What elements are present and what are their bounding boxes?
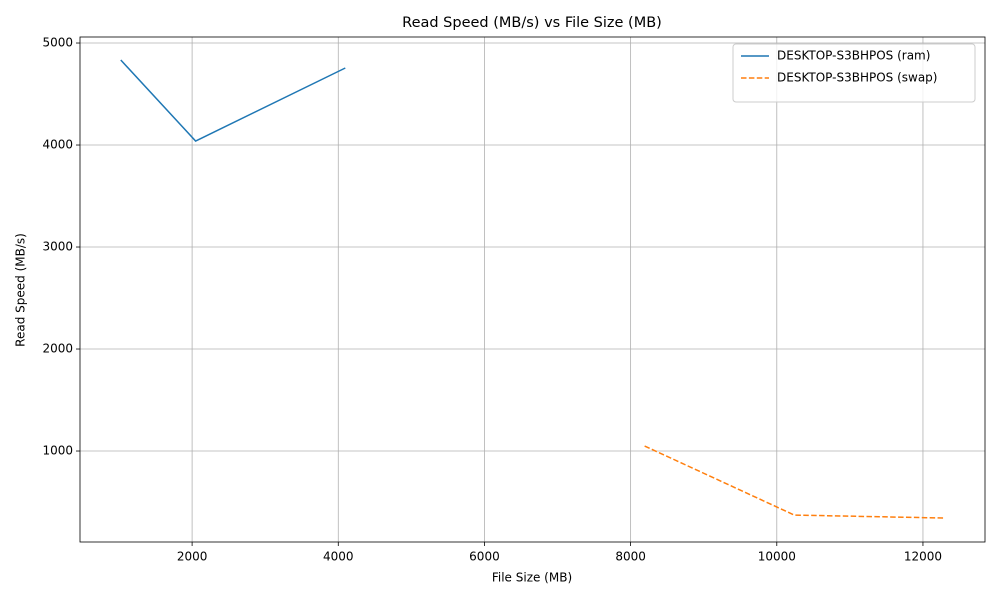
- legend-label: DESKTOP-S3BHPOS (ram): [777, 49, 930, 63]
- chart-title: Read Speed (MB/s) vs File Size (MB): [402, 15, 662, 31]
- x-tick-label: 6000: [469, 550, 500, 564]
- y-axis-label: Read Speed (MB/s): [14, 233, 28, 347]
- x-tick-label: 4000: [323, 550, 354, 564]
- legend: DESKTOP-S3BHPOS (ram) DESKTOP-S3BHPOS (sw…: [732, 43, 976, 103]
- x-tick-label: 10000: [758, 550, 796, 564]
- plot-frame: [79, 36, 986, 543]
- y-tick-label: 5000: [42, 36, 73, 50]
- legend-label: DESKTOP-S3BHPOS (swap): [777, 71, 937, 85]
- x-tick-label: 8000: [615, 550, 646, 564]
- legend-box: [732, 43, 976, 103]
- y-tick-label: 3000: [42, 240, 73, 254]
- x-tick-label: 12000: [904, 550, 942, 564]
- y-tick-label: 1000: [42, 444, 73, 458]
- y-tick-label: 4000: [42, 138, 73, 152]
- y-tick-label: 2000: [42, 342, 73, 356]
- line-series: [644, 445, 945, 519]
- x-axis-label: File Size (MB): [492, 571, 572, 585]
- line-series: [120, 59, 346, 142]
- x-tick-label: 2000: [177, 550, 208, 564]
